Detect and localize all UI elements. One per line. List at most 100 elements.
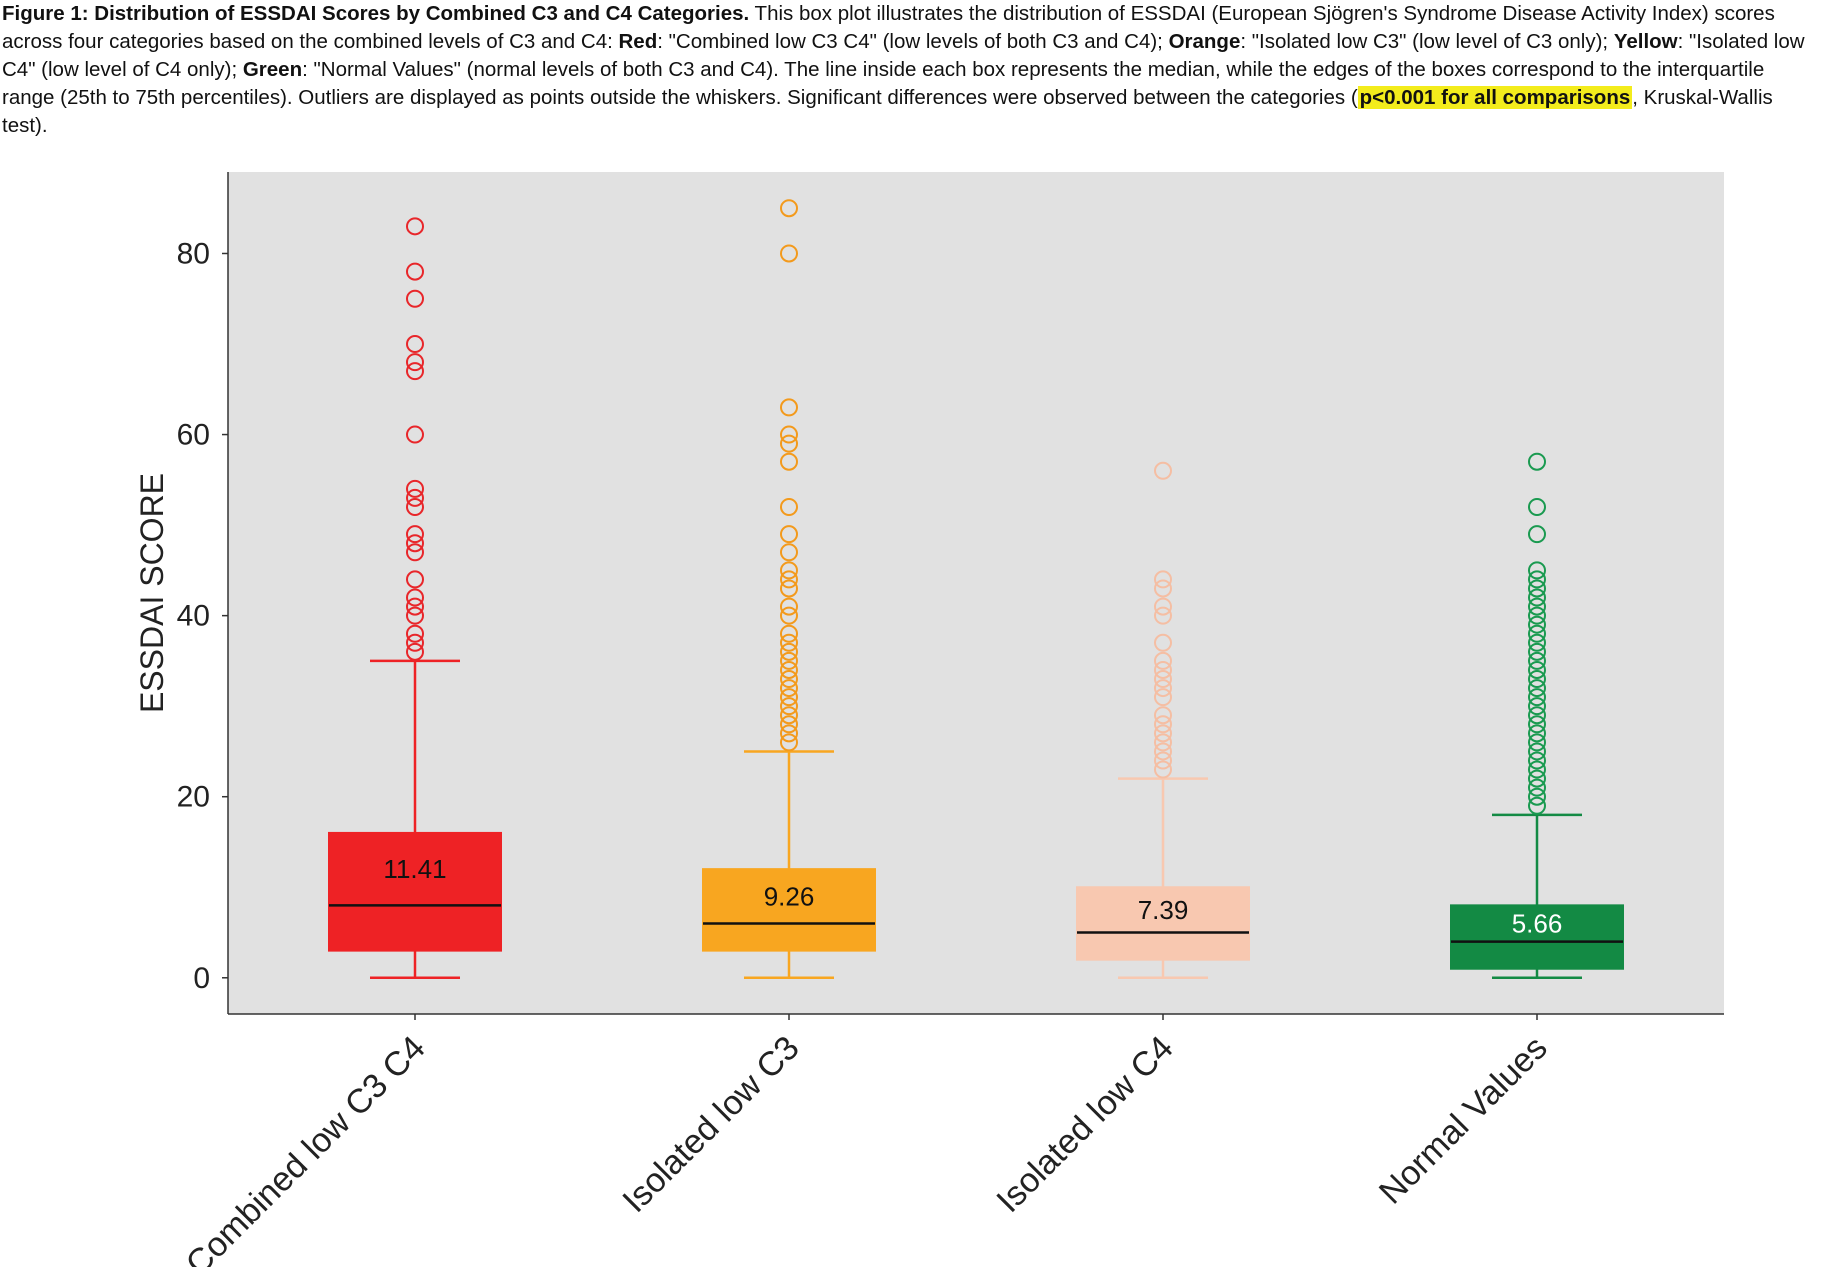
outlier-point xyxy=(1528,497,1546,516)
outlier-point xyxy=(1154,751,1172,770)
outlier-point xyxy=(1154,570,1172,589)
outlier-point xyxy=(1154,670,1172,689)
outlier-point xyxy=(1528,525,1546,544)
outlier-point xyxy=(1528,706,1546,725)
outlier-point xyxy=(780,651,798,670)
outlier-point xyxy=(1154,760,1172,779)
outlier-point xyxy=(1528,660,1546,679)
box-group-2: 7.39 xyxy=(1076,461,1250,980)
box-group-1: 9.26 xyxy=(702,199,876,980)
outlier-point xyxy=(1154,715,1172,734)
outlier-point xyxy=(1528,688,1546,707)
outlier-point xyxy=(1154,597,1172,616)
outlier-point xyxy=(1528,778,1546,797)
outlier-point xyxy=(780,670,798,689)
figure-caption: Figure 1: Distribution of ESSDAI Scores … xyxy=(2,0,1814,140)
outlier-point xyxy=(1154,679,1172,698)
mean-label: 9.26 xyxy=(764,881,815,911)
outlier-point xyxy=(780,679,798,698)
outlier-point xyxy=(406,570,424,589)
caption-text-4: : "Isolated low C4" (low level of C4 onl… xyxy=(2,30,1805,81)
outlier-point xyxy=(1528,796,1546,815)
outlier-point xyxy=(1528,679,1546,698)
outlier-point xyxy=(780,733,798,752)
outlier-point xyxy=(780,525,798,544)
caption-title: Figure 1: Distribution of ESSDAI Scores … xyxy=(2,2,750,25)
caption-text-1: This box plot illustrates the distributi… xyxy=(2,2,1775,53)
outlier-point xyxy=(780,642,798,661)
box-group-0: 11.41 xyxy=(328,217,502,980)
outlier-point xyxy=(780,724,798,743)
caption-orange-label: Orange xyxy=(1168,30,1241,53)
caption-green-label: Green xyxy=(242,58,303,81)
outlier-point xyxy=(406,588,424,607)
y-tick-label-0: 0 xyxy=(193,962,210,995)
outlier-point xyxy=(780,570,798,589)
outlier-point xyxy=(1528,606,1546,625)
outlier-point xyxy=(780,561,798,580)
outlier-point xyxy=(1528,651,1546,670)
outlier-point xyxy=(1528,733,1546,752)
outlier-point xyxy=(1154,651,1172,670)
outlier-point xyxy=(1528,597,1546,616)
outlier-point xyxy=(406,362,424,381)
outlier-point xyxy=(406,217,424,236)
outlier-point xyxy=(1528,561,1546,580)
outlier-point xyxy=(1154,579,1172,598)
outlier-point xyxy=(780,715,798,734)
outlier-point xyxy=(406,479,424,498)
caption-text-6: , Kruskal-Wallis test). xyxy=(2,86,1773,137)
outlier-point xyxy=(1154,742,1172,761)
outlier-point xyxy=(780,425,798,444)
outlier-point xyxy=(406,497,424,516)
outlier-point xyxy=(780,398,798,417)
outlier-point xyxy=(1528,715,1546,734)
category-label-2: Isolated low C4 xyxy=(989,1029,1180,1220)
outlier-point xyxy=(780,606,798,625)
outlier-point xyxy=(780,706,798,725)
outlier-point xyxy=(1528,452,1546,471)
outlier-point xyxy=(780,624,798,643)
outlier-point xyxy=(406,642,424,661)
outlier-point xyxy=(406,597,424,616)
outlier-point xyxy=(1528,769,1546,788)
outlier-point xyxy=(406,624,424,643)
outlier-point xyxy=(1154,606,1172,625)
outlier-point xyxy=(1154,733,1172,752)
outlier-point xyxy=(1154,724,1172,743)
outlier-point xyxy=(780,434,798,453)
outlier-point xyxy=(780,244,798,263)
iqr-box xyxy=(1450,904,1624,970)
y-tick-label-60: 60 xyxy=(177,419,210,452)
outlier-point xyxy=(780,452,798,471)
outlier-point xyxy=(1154,461,1172,480)
outlier-point xyxy=(406,525,424,544)
outlier-point xyxy=(406,543,424,562)
outlier-point xyxy=(1528,570,1546,589)
outlier-point xyxy=(1528,579,1546,598)
outlier-point xyxy=(1528,642,1546,661)
iqr-box xyxy=(1076,886,1250,961)
outlier-point xyxy=(780,579,798,598)
outlier-point xyxy=(1528,588,1546,607)
caption-text-3: : "Isolated low C3" (low level of C3 onl… xyxy=(1240,30,1614,53)
outlier-point xyxy=(406,633,424,652)
outlier-point xyxy=(780,633,798,652)
outlier-point xyxy=(780,199,798,218)
y-tick-label-40: 40 xyxy=(177,600,210,633)
category-label-1: Isolated low C3 xyxy=(615,1029,806,1220)
outlier-point xyxy=(780,543,798,562)
outlier-point xyxy=(1528,724,1546,743)
category-label-3: Normal Values xyxy=(1372,1029,1555,1212)
outlier-point xyxy=(406,488,424,507)
outlier-point xyxy=(406,289,424,308)
mean-label: 5.66 xyxy=(1512,908,1563,938)
outlier-point xyxy=(1528,624,1546,643)
outlier-point xyxy=(1528,760,1546,779)
mean-label: 11.41 xyxy=(383,854,446,884)
outlier-point xyxy=(1528,670,1546,689)
y-tick-label-80: 80 xyxy=(177,237,210,270)
outlier-point xyxy=(406,335,424,354)
outlier-point xyxy=(1528,697,1546,716)
outlier-point xyxy=(780,688,798,707)
